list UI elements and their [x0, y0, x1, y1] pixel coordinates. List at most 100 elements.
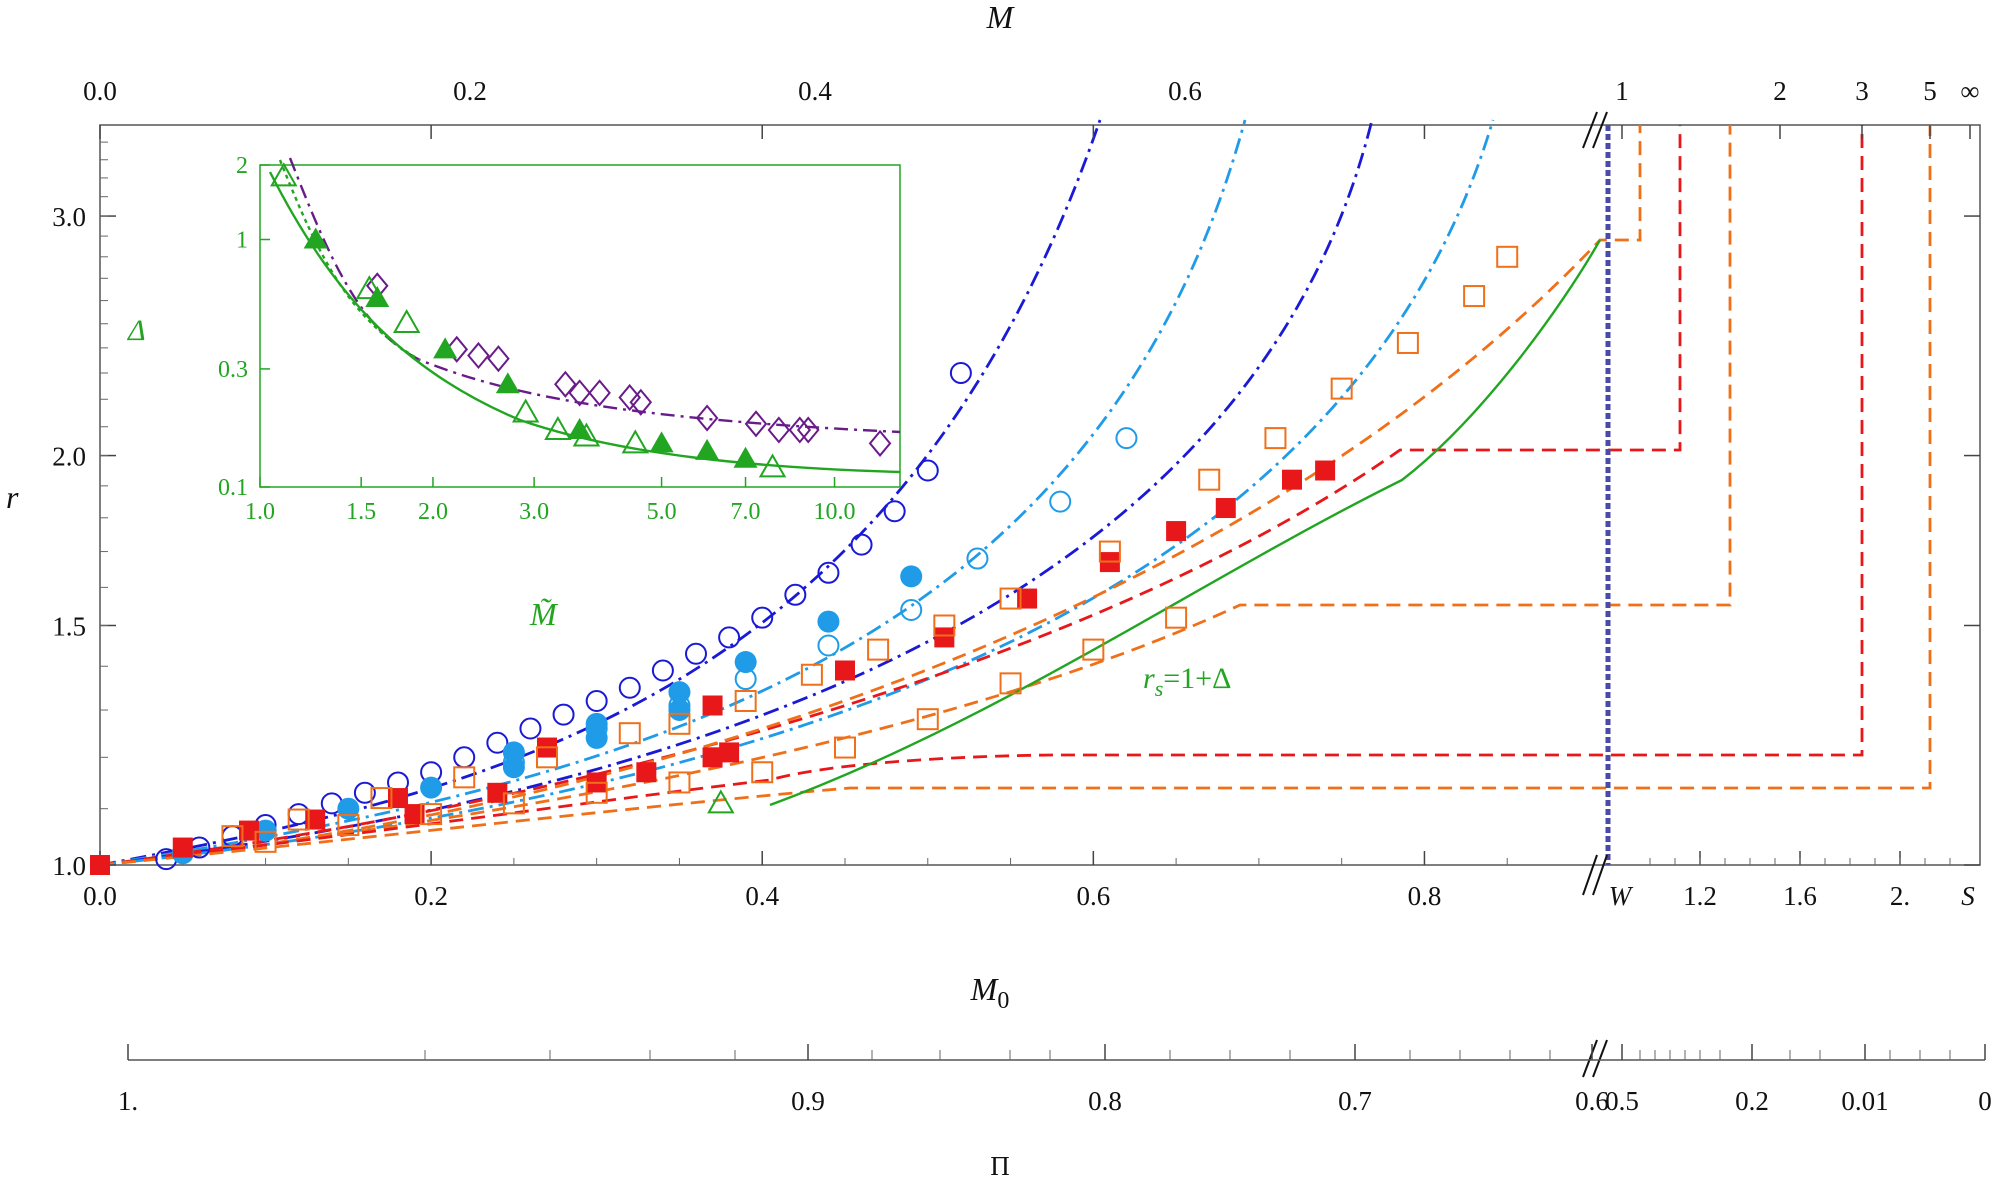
blue-open-circles-point [850, 533, 873, 556]
pi-axis-title: Π [990, 1151, 1010, 1181]
blue-open-circles-point [353, 781, 376, 804]
light-blue-filled-circles-point [420, 776, 443, 799]
break-pi-1 [1582, 1039, 1598, 1078]
inset-x-tick-label: 3.0 [519, 499, 549, 525]
inset-x-tick-label: 7.0 [731, 499, 761, 525]
red-filled-squares-point [1215, 498, 1236, 519]
bottom-tick-label: 0.8 [1408, 881, 1442, 911]
lightblue-dashdot-curve-1 [99, 119, 1247, 867]
orange-open-squares-lower-point [916, 708, 939, 731]
orange-open-squares-lower-point [254, 830, 277, 853]
pi-tick-label: 1. [118, 1086, 138, 1116]
red-filled-squares-point [487, 782, 508, 803]
left-axis-title: r [6, 479, 19, 515]
orange-open-squares-lower-point [337, 814, 360, 837]
pi-tick-label: 0.7 [1338, 1086, 1372, 1116]
blue-open-circles-point [685, 642, 707, 665]
bottom-tick-label: 0.2 [414, 881, 448, 911]
bottom-tick-label: 0.0 [83, 881, 117, 911]
orange-open-squares-lower-point [1165, 606, 1188, 629]
bottom-axis-title: M0 [970, 971, 1010, 1014]
red-filled-squares-point [1166, 521, 1187, 542]
inset-ticks: 1.0 1.5 2.0 3.0 5.0 7.0 10.0 0.1 0.3 1 2 [218, 153, 856, 525]
inset-x-tick-label: 1.0 [245, 499, 275, 525]
blue-open-circles-point [519, 717, 542, 740]
top-tick-label: 0.2 [453, 76, 487, 106]
orange-open-squares-upper-point [536, 746, 558, 769]
pi-tick-label: 0.8 [1088, 1086, 1122, 1116]
purple-diamonds-point [445, 335, 469, 363]
purple-diamonds-point [568, 379, 591, 407]
pi-tick-label: 0 [1978, 1086, 1992, 1116]
fit-curves [99, 119, 1932, 867]
data-markers [90, 245, 1519, 875]
purple-diamonds-point [588, 379, 611, 407]
break-top-2 [1592, 111, 1608, 149]
purple-diamonds-point [788, 416, 812, 444]
orange-open-squares-upper-point [453, 766, 476, 789]
orange-open-squares-upper-point [221, 825, 244, 848]
orange-open-squares-upper-point [1098, 540, 1121, 563]
green-filled-triangles-point [365, 286, 390, 308]
orange-open-squares-lower-point [420, 803, 443, 826]
pi-tick-label: 0.9 [791, 1086, 825, 1116]
red-filled-squares-point [305, 809, 326, 830]
lightblue-dashdot-curve-2 [99, 119, 1495, 867]
red-filled-squares-point [702, 747, 723, 768]
orange-open-squares-upper-point [287, 808, 310, 831]
blue-open-circles-point [916, 459, 939, 482]
left-tick-label: 2.0 [52, 442, 86, 472]
inset-y-tick-label: 0.1 [218, 475, 248, 501]
orange-open-squares-lower-point [999, 672, 1022, 695]
green-open-triangles-point [355, 275, 384, 300]
blue-open-circles-point [618, 676, 641, 699]
pi-tick-label: 0.5 [1605, 1086, 1639, 1116]
blue-open-circles-point [486, 731, 509, 754]
purple-diamonds-point [744, 410, 768, 438]
break-bottom-1 [1582, 854, 1598, 896]
light-blue-open-circles-point [585, 717, 608, 740]
green-open-triangle-point [707, 789, 735, 814]
light-blue-open-circles-point [966, 547, 989, 570]
light-blue-filled-circles-point [817, 610, 840, 633]
green-open-triangles-point [511, 398, 540, 423]
inset-y-tick-label: 2 [236, 153, 248, 179]
green-filled-triangles-point [567, 417, 592, 439]
bottom-extra-tick-label: 2. [1890, 881, 1910, 911]
red-dashed-curve-1 [99, 125, 1682, 867]
green-open-triangles-point [621, 429, 650, 454]
orange-open-squares-upper-point [933, 614, 956, 637]
blue-open-circles-point [585, 690, 608, 713]
light-blue-open-circles-point [668, 694, 691, 717]
orange-open-squares-upper-point [1463, 285, 1486, 308]
top-tick-label: 0.4 [798, 76, 832, 106]
light-blue-open-circles-point [1115, 427, 1138, 450]
red-filled-squares-point [239, 820, 259, 841]
light-blue-open-circles-point [900, 598, 923, 621]
red-filled-squares-point [636, 762, 657, 783]
break-top-1 [1582, 111, 1598, 149]
bottom-tick-label: 0.6 [1076, 881, 1110, 911]
light-blue-filled-circles-point [254, 819, 277, 842]
red-filled-squares-point [835, 660, 855, 681]
inset-green-solid [268, 171, 901, 474]
light-blue-open-circles-point [1049, 490, 1072, 513]
blue-open-circles-point [552, 703, 575, 726]
orange-open-squares-lower-point [585, 781, 608, 804]
light-blue-filled-circles-point [585, 712, 608, 735]
green-filled-triangles-point [695, 438, 720, 460]
purple-diamonds-point [487, 345, 510, 373]
pi-axis-ticks: 1. 0.9 0.8 0.7 0.60.5 0.2 0.01 0 [118, 1044, 1992, 1116]
inset: 1.0 1.5 2.0 3.0 5.0 7.0 10.0 0.1 0.3 1 2 [218, 153, 901, 525]
inset-x-tick-label: 1.5 [346, 499, 376, 525]
inset-y-tick-label: 1 [236, 228, 248, 254]
light-blue-open-circles-point [734, 668, 757, 691]
red-filled-squares-point [404, 804, 425, 825]
orange-open-squares-upper-point [1330, 377, 1353, 400]
orange-open-squares-lower-point [668, 771, 691, 794]
light-blue-filled-circles-point [668, 699, 691, 722]
bottom-tick-label: 0.4 [745, 881, 779, 911]
purple-diamonds-point [868, 429, 892, 457]
orange-open-squares-upper-point [1264, 427, 1287, 450]
red-filled-squares-point [1315, 460, 1336, 481]
